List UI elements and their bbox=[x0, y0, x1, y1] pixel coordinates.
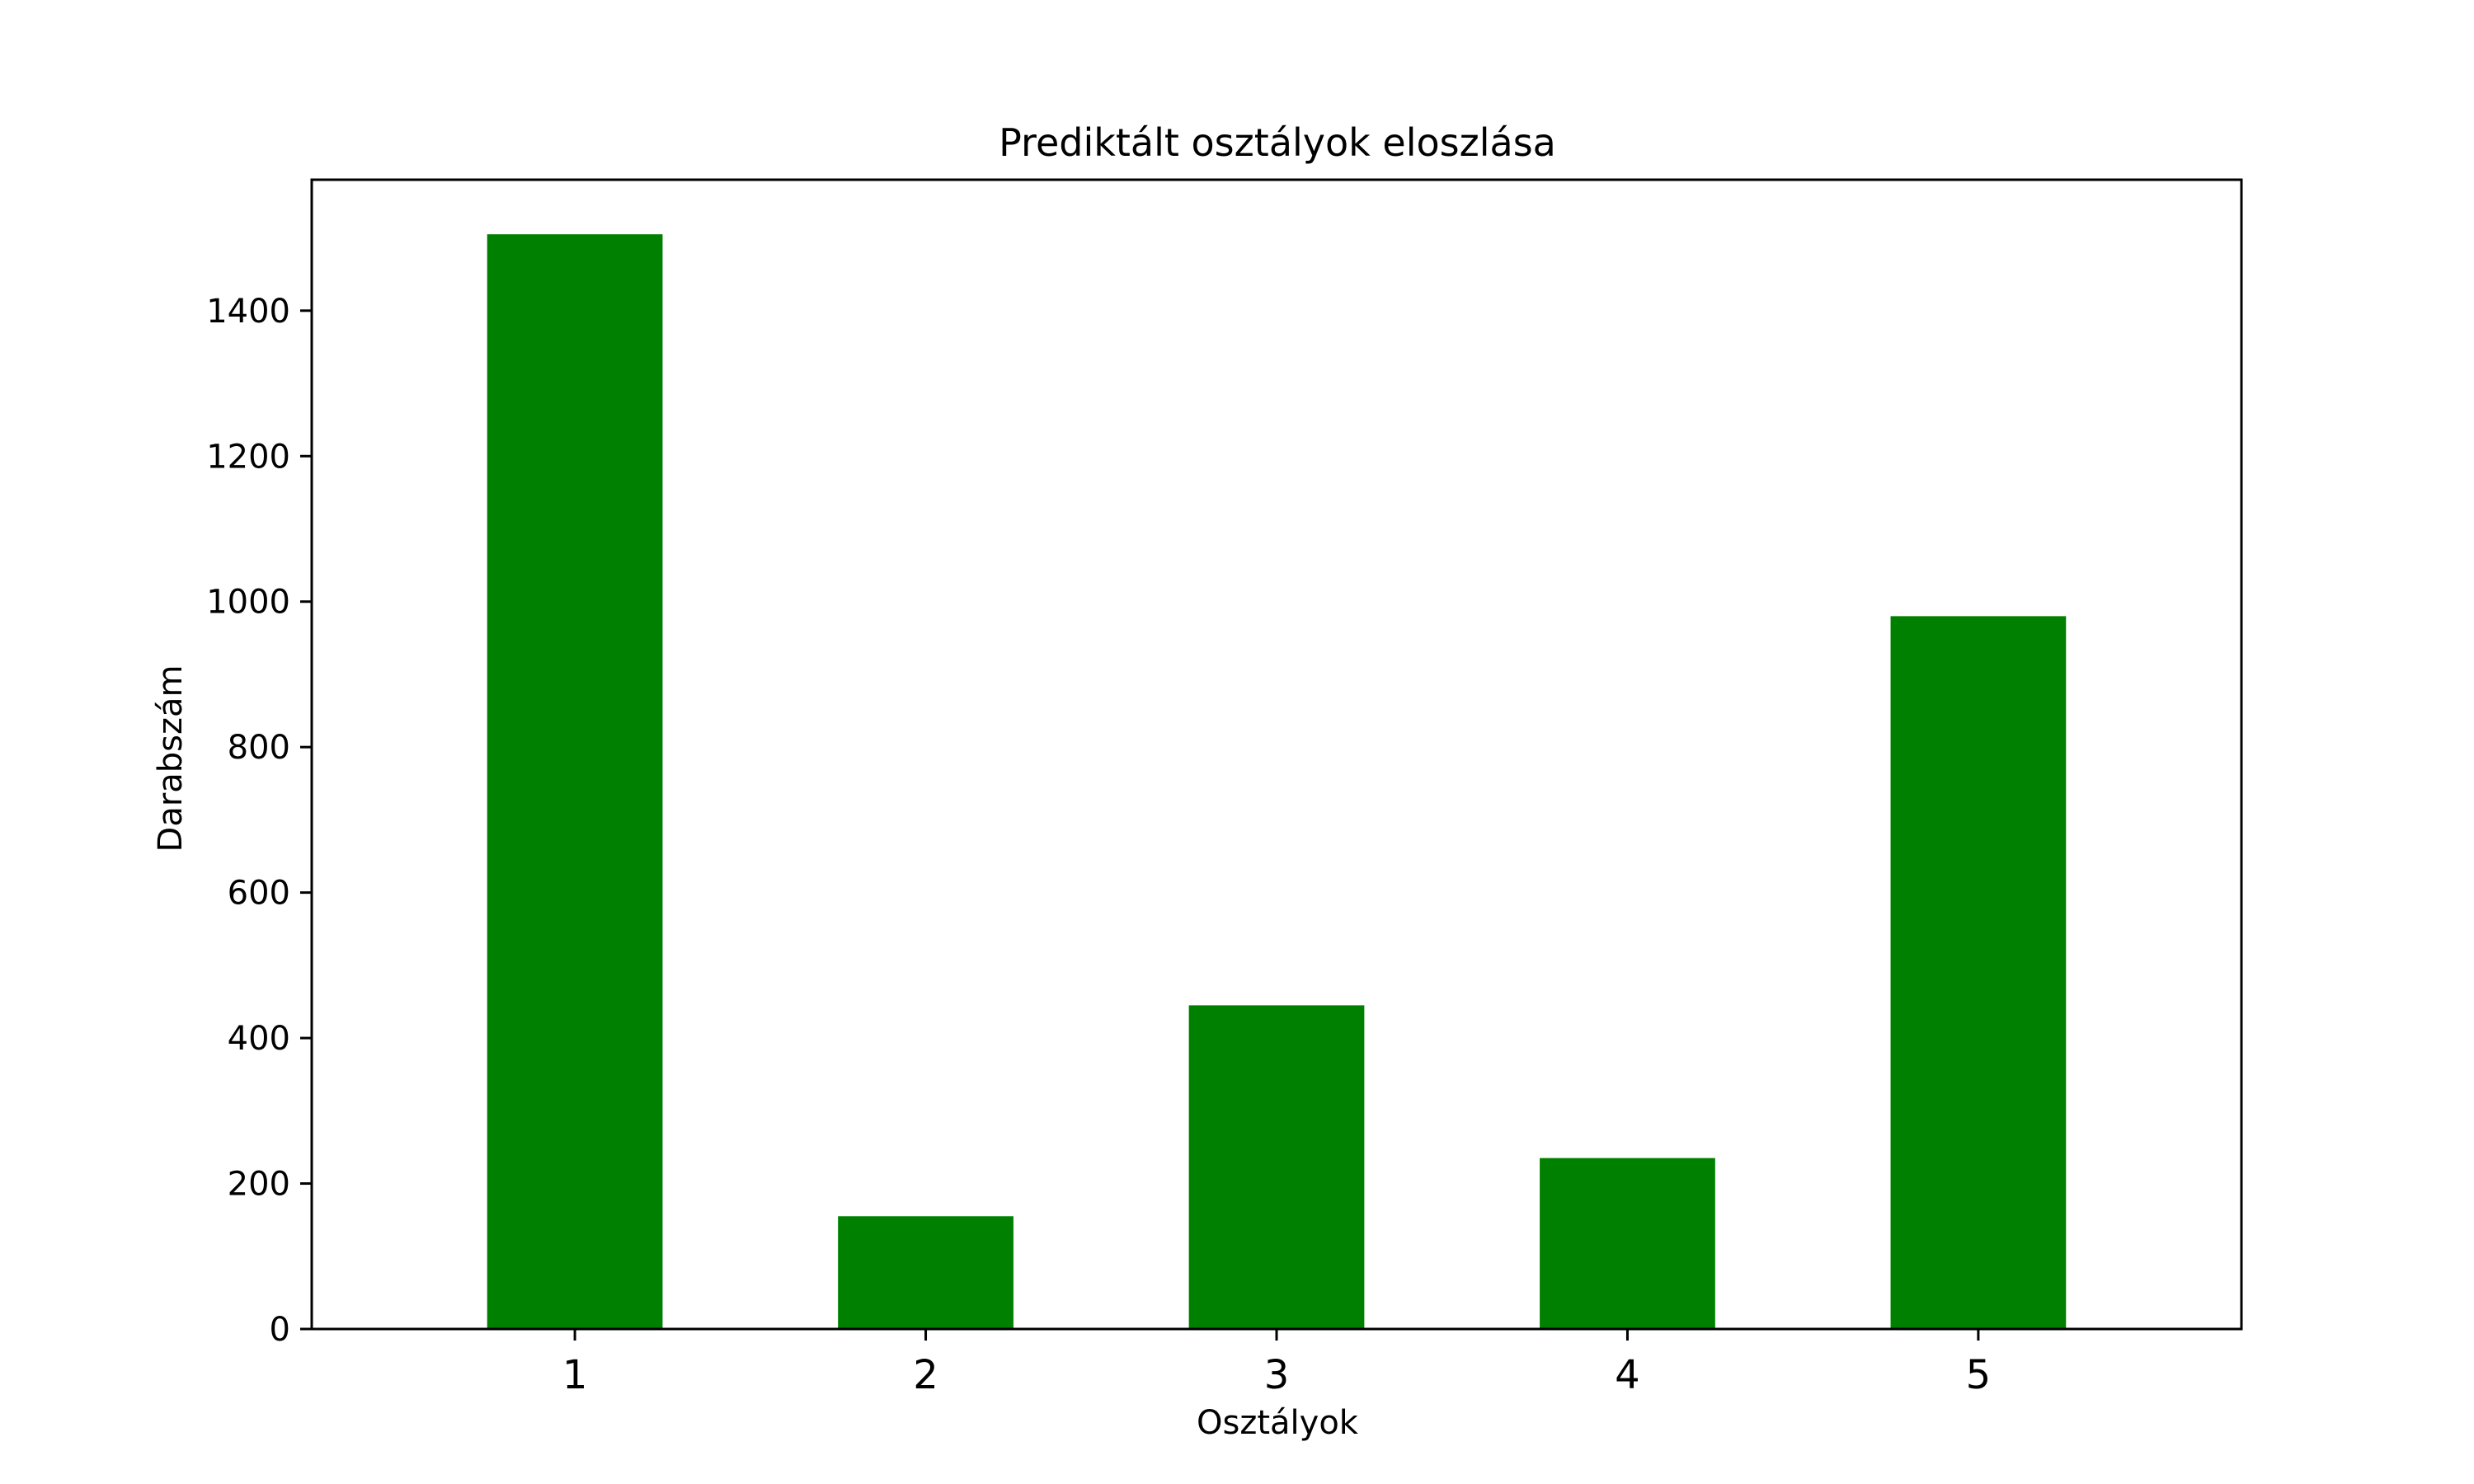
y-tick-label: 1000 bbox=[206, 584, 290, 622]
plot-frame bbox=[310, 178, 2243, 1331]
y-axis-label: Darabszám bbox=[152, 665, 190, 852]
x-tick-label: 1 bbox=[562, 1352, 588, 1398]
bar-2 bbox=[838, 1216, 1014, 1329]
bar-series bbox=[487, 234, 2067, 1329]
bar-4 bbox=[1540, 1158, 1715, 1329]
y-tick-label: 1400 bbox=[206, 293, 290, 331]
x-tick-label: 4 bbox=[1615, 1352, 1640, 1398]
y-tick-label: 400 bbox=[228, 1020, 290, 1058]
y-tick-label: 200 bbox=[228, 1166, 290, 1204]
y-axis: 0 200 400 600 800 1000 1200 1400 bbox=[206, 293, 312, 1349]
y-tick-label: 800 bbox=[228, 729, 290, 767]
bar-3 bbox=[1188, 1005, 1365, 1329]
y-tick-label: 0 bbox=[270, 1311, 290, 1349]
bar-5 bbox=[1890, 616, 2067, 1329]
x-tick-label: 3 bbox=[1264, 1352, 1290, 1398]
x-axis: 1 2 3 4 5 bbox=[562, 1329, 1991, 1398]
chart-title: Prediktált osztályok eloszlása bbox=[999, 120, 1556, 165]
x-tick-label: 2 bbox=[913, 1352, 938, 1398]
y-tick-label: 600 bbox=[228, 875, 290, 913]
bar-1 bbox=[487, 234, 663, 1329]
y-tick-label: 1200 bbox=[206, 438, 290, 476]
x-tick-label: 5 bbox=[1966, 1352, 1992, 1398]
x-axis-label: Osztályok bbox=[1197, 1404, 1359, 1442]
